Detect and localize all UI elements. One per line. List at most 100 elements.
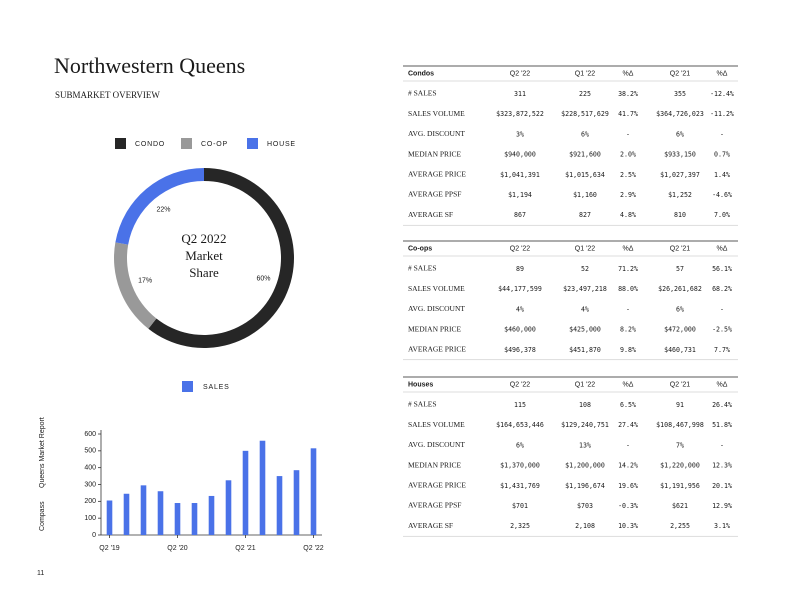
- bar: [293, 470, 300, 535]
- table-cell: 3%: [516, 130, 524, 138]
- table-cell: $425,000: [569, 326, 601, 334]
- table-cell: -12.4%: [710, 90, 734, 98]
- column-header: %Δ: [717, 245, 728, 252]
- legend-label: SALES: [203, 384, 230, 391]
- legend-swatch: [247, 138, 258, 149]
- x-tick-label: Q2 '19: [99, 545, 120, 552]
- row-label: # SALES: [408, 264, 437, 273]
- column-header: %Δ: [623, 70, 634, 77]
- table-cell: -: [626, 130, 630, 138]
- table-cell: 2.9%: [620, 191, 636, 199]
- row-label: AVG. DISCOUNT: [408, 304, 465, 313]
- column-header: Q2 '22: [510, 70, 531, 77]
- table-cell: $933,150: [664, 151, 696, 159]
- table-cell: -0.3%: [618, 502, 638, 510]
- table-cell: $1,160: [573, 191, 597, 199]
- table-cell: $323,872,522: [496, 110, 544, 118]
- row-label: AVG. DISCOUNT: [408, 440, 465, 449]
- table-cell: 56.1%: [712, 265, 732, 273]
- table-cell: 8.2%: [620, 326, 636, 334]
- table-cell: 7%: [676, 441, 684, 449]
- donut-segment: [115, 168, 204, 245]
- table-cell: $1,200,000: [565, 462, 605, 470]
- y-tick-label: 300: [84, 481, 96, 488]
- bar: [225, 480, 232, 535]
- table-cell: $23,497,218: [563, 285, 607, 293]
- center-label: Share: [189, 265, 219, 280]
- donut-segment: [148, 168, 294, 349]
- column-header: Q1 '22: [575, 70, 596, 77]
- table-cell: 7.7%: [714, 346, 730, 354]
- row-label: AVERAGE PRICE: [408, 481, 466, 490]
- sidebar-brand: Compass: [39, 501, 46, 531]
- bar: [242, 450, 249, 535]
- table-cell: 6%: [676, 130, 684, 138]
- table-cell: $621: [672, 502, 688, 510]
- table-cell: $701: [512, 502, 528, 510]
- row-label: SALES VOLUME: [408, 420, 465, 429]
- page-number: 11: [37, 570, 44, 577]
- table-cell: 2.0%: [620, 151, 636, 159]
- row-label: AVERAGE PRICE: [408, 170, 466, 179]
- table-cell: -: [720, 130, 724, 138]
- table-cell: 51.8%: [712, 421, 732, 429]
- table-cell: 12.9%: [712, 502, 732, 510]
- table-cell: $460,731: [664, 346, 696, 354]
- segment-label: 60%: [257, 275, 271, 282]
- table-cell: $129,240,751: [561, 421, 609, 429]
- bar: [310, 448, 317, 535]
- table-cell: $364,726,023: [656, 110, 704, 118]
- table-cell: 311: [514, 90, 526, 98]
- table-cell: 4.8%: [620, 211, 636, 219]
- center-label: Market: [185, 248, 223, 263]
- bar: [276, 476, 283, 535]
- x-tick-label: Q2 '21: [235, 545, 256, 552]
- table-cell: 20.1%: [712, 482, 732, 490]
- bar: [123, 493, 130, 535]
- table-cell: 827: [579, 211, 591, 219]
- table-cell: $1,191,956: [660, 482, 700, 490]
- bar: [157, 491, 164, 535]
- table-cell: -: [720, 305, 724, 313]
- center-label: Q2 2022: [181, 231, 226, 246]
- table-cell: 6%: [516, 441, 524, 449]
- table-cell: 38.2%: [618, 90, 638, 98]
- table-cell: 12.3%: [712, 462, 732, 470]
- table-cell: 7.0%: [714, 211, 730, 219]
- row-label: AVERAGE SF: [408, 521, 453, 530]
- table-cell: $472,000: [664, 326, 696, 334]
- table-cell: 3.1%: [714, 522, 730, 530]
- table-cell: 115: [514, 401, 526, 409]
- row-label: AVERAGE PRICE: [408, 345, 466, 354]
- table-cell: 91: [676, 401, 684, 409]
- legend-label: CONDO: [135, 141, 165, 148]
- table-cell: $451,870: [569, 346, 601, 354]
- row-label: AVG. DISCOUNT: [408, 129, 465, 138]
- table-cell: -: [626, 441, 630, 449]
- y-tick-label: 600: [84, 431, 96, 438]
- table-cell: 0.7%: [714, 151, 730, 159]
- table-cell: $496,378: [504, 346, 536, 354]
- table-cell: 1.4%: [714, 171, 730, 179]
- page-subtitle: SUBMARKET OVERVIEW: [55, 90, 160, 100]
- table-cell: 68.2%: [712, 285, 732, 293]
- table-cell: 19.6%: [618, 482, 638, 490]
- table-title: Co-ops: [408, 245, 432, 252]
- row-label: # SALES: [408, 89, 437, 98]
- table-cell: $228,517,629: [561, 110, 609, 118]
- table-cell: -: [626, 305, 630, 313]
- table-title: Houses: [408, 381, 433, 388]
- column-header: Q2 '21: [670, 245, 691, 252]
- table-cell: 9.8%: [620, 346, 636, 354]
- table-cell: 108: [579, 401, 591, 409]
- column-header: Q2 '22: [510, 245, 531, 252]
- table-cell: 4%: [516, 305, 524, 313]
- column-header: Q1 '22: [575, 245, 596, 252]
- column-header: %Δ: [717, 70, 728, 77]
- donut-segment: [113, 242, 157, 329]
- legend-label: CO-OP: [201, 141, 228, 148]
- legend-swatch: [181, 138, 192, 149]
- column-header: %Δ: [623, 245, 634, 252]
